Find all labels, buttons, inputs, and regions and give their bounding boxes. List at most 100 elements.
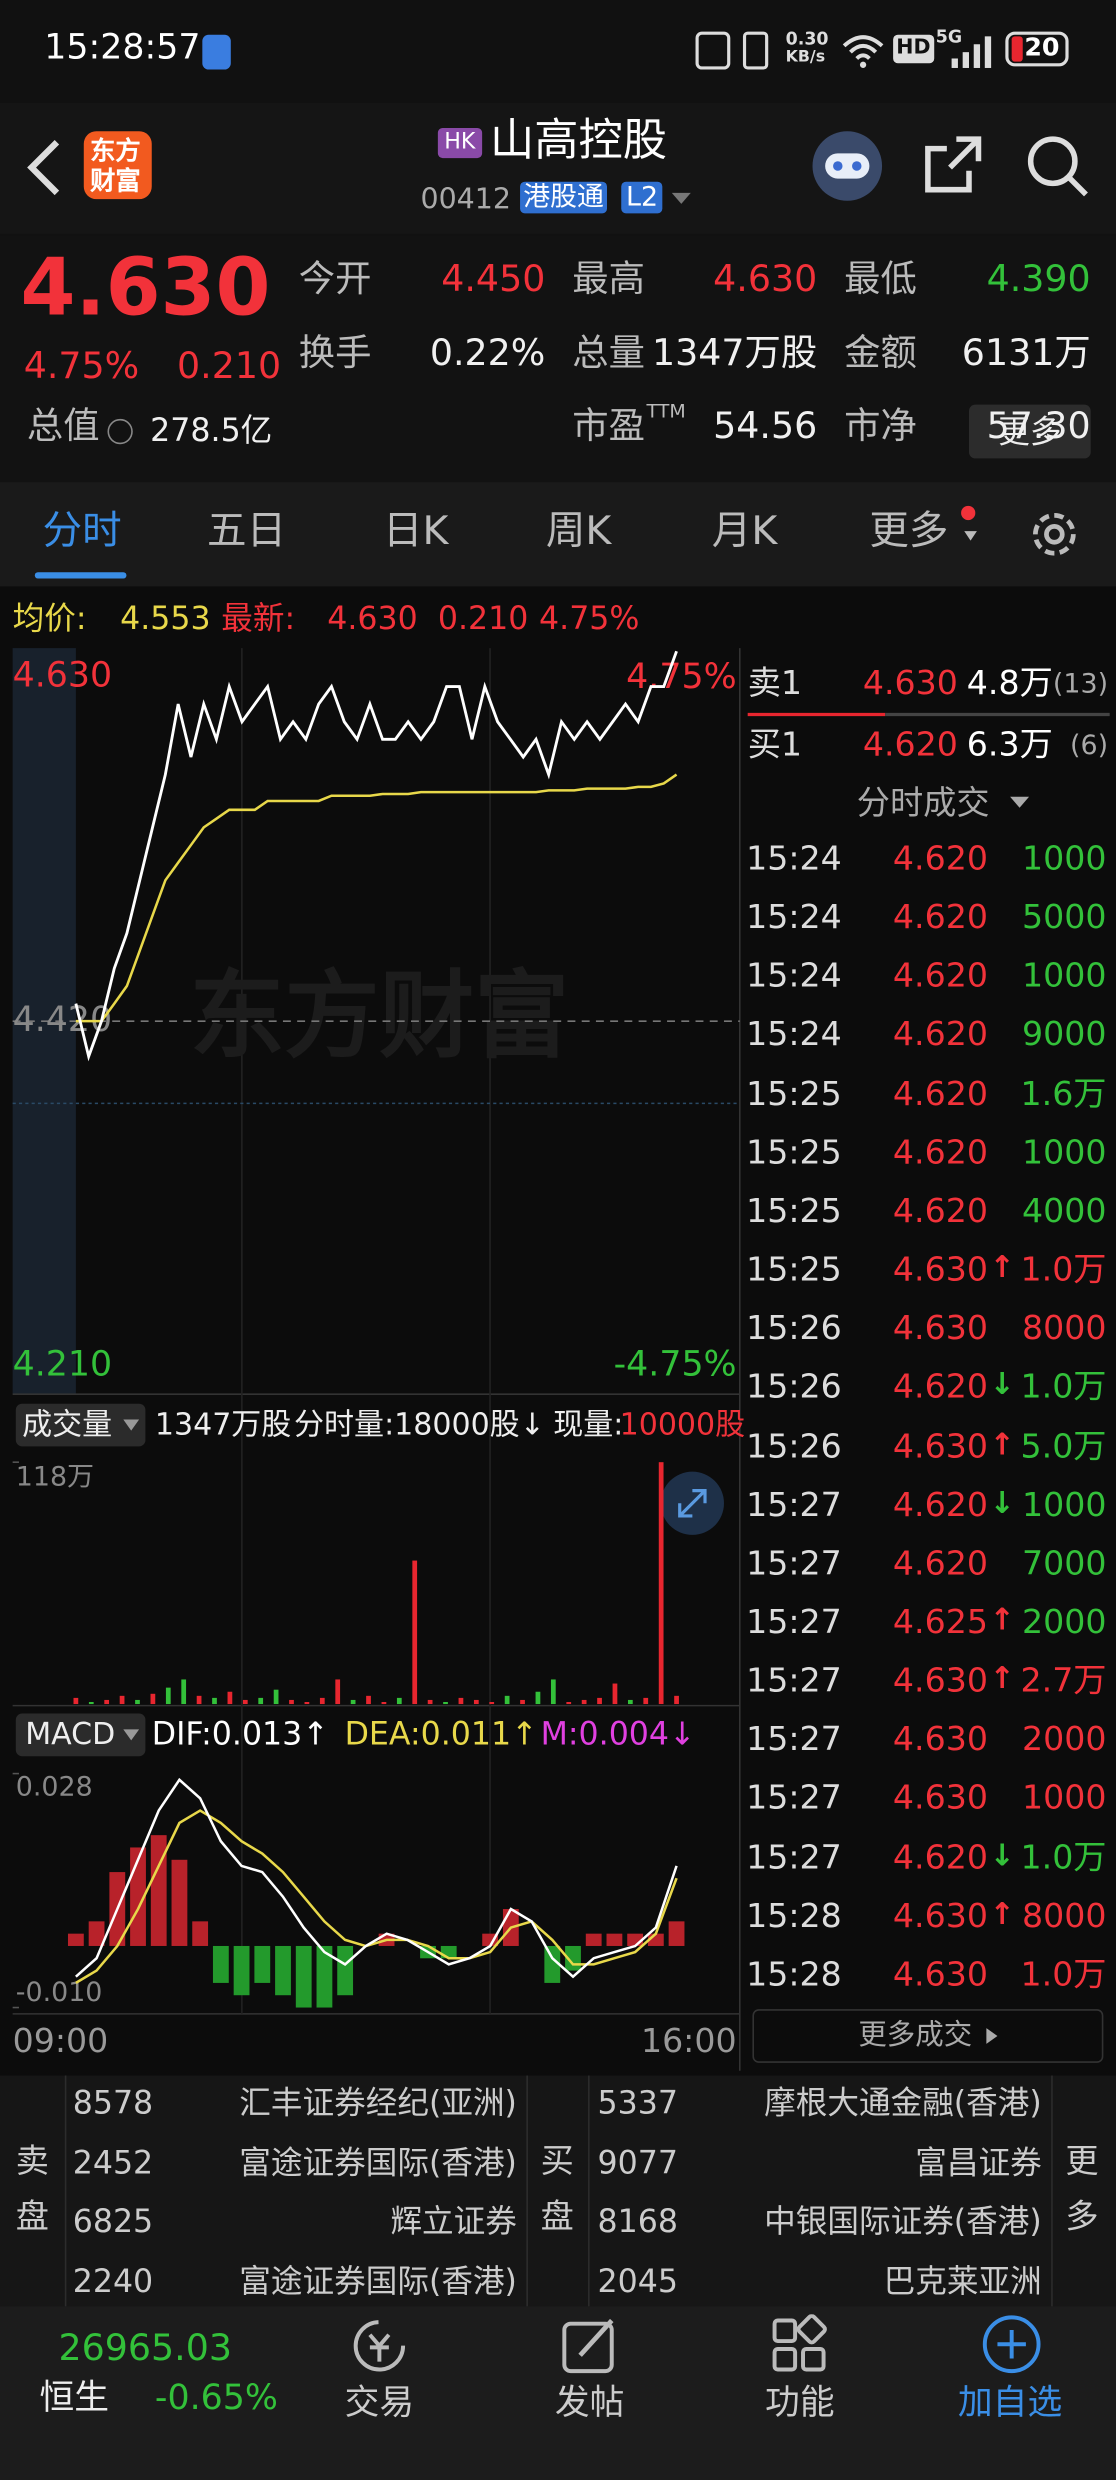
volume-bar xyxy=(273,1689,279,1705)
y-tick-label: 4.210 xyxy=(13,1345,113,1385)
volume-bar xyxy=(104,1699,110,1705)
tab[interactable]: 月K xyxy=(711,507,778,554)
back-button[interactable] xyxy=(22,136,66,199)
ask-label: 卖1 xyxy=(747,663,803,702)
more-trades-button[interactable] xyxy=(752,2009,1104,2063)
volume-bar xyxy=(212,1697,217,1705)
volume-bar xyxy=(674,1695,679,1705)
nav-item[interactable]: 发帖 xyxy=(554,2383,625,2424)
trade-price: 4.630 xyxy=(892,1720,988,1759)
dif-line xyxy=(75,1777,678,1979)
trade-direction: ↑ xyxy=(989,1661,1015,1697)
trade-direction: ↓ xyxy=(989,1367,1015,1403)
broker-name: 富昌证券 xyxy=(915,2143,1042,2182)
more-brokers[interactable]: 多 xyxy=(1065,2197,1099,2236)
change-small: 0.210 xyxy=(437,599,529,638)
search-button[interactable] xyxy=(1024,133,1090,199)
broker-id: 2045 xyxy=(597,2262,678,2300)
trades-title[interactable]: 分时成交 xyxy=(856,784,990,822)
volume-bar xyxy=(135,1699,140,1705)
dropdown-arrow xyxy=(1010,796,1030,808)
buy-side-label: 盘 xyxy=(540,2197,574,2236)
trade-volume: 8000 xyxy=(1022,1896,1107,1935)
nav-item[interactable]: 加自选 xyxy=(957,2383,1063,2424)
volume-bar xyxy=(658,1462,664,1705)
more-button[interactable]: 更多 xyxy=(968,404,1091,459)
dropdown-arrow[interactable] xyxy=(670,191,692,207)
volume-bar xyxy=(627,1699,633,1705)
trade-volume: 1000 xyxy=(1022,956,1107,995)
tab[interactable]: 周K xyxy=(545,507,612,554)
ask-count: (13) xyxy=(1052,668,1109,701)
bottom-nav xyxy=(0,2306,1116,2480)
stat-label: 金额 xyxy=(844,333,917,375)
volume-bar xyxy=(73,1697,79,1705)
avg-label: 均价: xyxy=(12,599,87,638)
settings-button[interactable] xyxy=(1026,506,1083,563)
change-amount: 0.210 xyxy=(177,346,282,388)
trade-time: 15:27 xyxy=(746,1544,842,1582)
more-arrow xyxy=(986,2028,998,2044)
volume-bar xyxy=(489,1701,495,1705)
tab[interactable]: 五日 xyxy=(207,507,287,554)
more-brokers[interactable]: 更 xyxy=(1065,2141,1099,2180)
trade-time: 15:27 xyxy=(746,1661,842,1700)
index-value: 26965.03 xyxy=(58,2328,232,2370)
volume-bar xyxy=(165,1687,171,1705)
broker-id: 6825 xyxy=(72,2201,154,2240)
tab[interactable]: 日K xyxy=(383,507,449,554)
sell-side-label: 卖 xyxy=(15,2141,50,2180)
volume-bar xyxy=(412,1560,418,1705)
macd-bar xyxy=(668,1921,685,1946)
broker-name: 辉立证券 xyxy=(390,2201,517,2240)
trade-price: 4.620 xyxy=(892,1367,988,1406)
trade-time: 15:25 xyxy=(746,1132,842,1171)
trade-volume: 1.0万 xyxy=(1020,1837,1107,1876)
post-icon xyxy=(562,2318,614,2374)
index-change: -0.65% xyxy=(154,2379,278,2419)
hd-badge: HD xyxy=(893,34,934,63)
tab[interactable]: 分时 xyxy=(42,507,122,554)
net-speed: 0.30 xyxy=(785,28,829,50)
stat-label: 换手 xyxy=(298,333,372,375)
volume-bar xyxy=(319,1697,325,1705)
macd-bar xyxy=(171,1859,188,1946)
y-tick-label: 0.028 xyxy=(16,1771,93,1802)
stock-name: 山高控股 xyxy=(490,113,668,166)
low-pct: -4.75% xyxy=(614,1345,737,1385)
broker-name: 富途证券国际(香港) xyxy=(239,2262,517,2300)
quote-panel xyxy=(0,235,1116,483)
add-watchlist-icon xyxy=(982,2315,1041,2374)
broker-name: 富途证券国际(香港) xyxy=(239,2143,517,2182)
notification-icon xyxy=(202,34,231,70)
column-divider xyxy=(526,2075,528,2307)
nav-item[interactable]: 功能 xyxy=(765,2383,835,2424)
trade-time: 15:28 xyxy=(746,1955,842,1994)
tab[interactable]: 更多 xyxy=(869,507,949,554)
broker-id: 9077 xyxy=(597,2143,678,2182)
wifi-icon xyxy=(842,35,884,68)
channel-badge: 港股通 xyxy=(520,181,608,215)
assistant-avatar[interactable] xyxy=(808,126,887,205)
change-percent: 4.75% xyxy=(23,346,140,388)
macd-menu[interactable] xyxy=(15,1713,146,1757)
battery-level xyxy=(1011,36,1023,62)
trade-price: 4.630 xyxy=(892,1309,988,1348)
trade-price: 4.630 xyxy=(892,1896,988,1935)
trade-volume: 1000 xyxy=(1022,839,1107,878)
volume-bar xyxy=(504,1695,510,1705)
volume-bar xyxy=(396,1697,402,1705)
volume-menu[interactable] xyxy=(15,1403,146,1447)
buy-side-label: 买 xyxy=(540,2141,574,2180)
watermark: 东方财富 xyxy=(190,962,569,1072)
broker-id: 2240 xyxy=(72,2262,154,2300)
volume-bar xyxy=(366,1695,371,1705)
trade-time: 15:24 xyxy=(746,1015,842,1054)
ask-volume: 4.8万 xyxy=(966,663,1053,702)
app-logo[interactable] xyxy=(83,131,152,200)
macd-bar xyxy=(440,1945,457,1959)
y-tick-label: 118万 xyxy=(16,1461,94,1492)
nav-item[interactable]: 交易 xyxy=(344,2383,415,2424)
share-button[interactable] xyxy=(922,133,985,196)
